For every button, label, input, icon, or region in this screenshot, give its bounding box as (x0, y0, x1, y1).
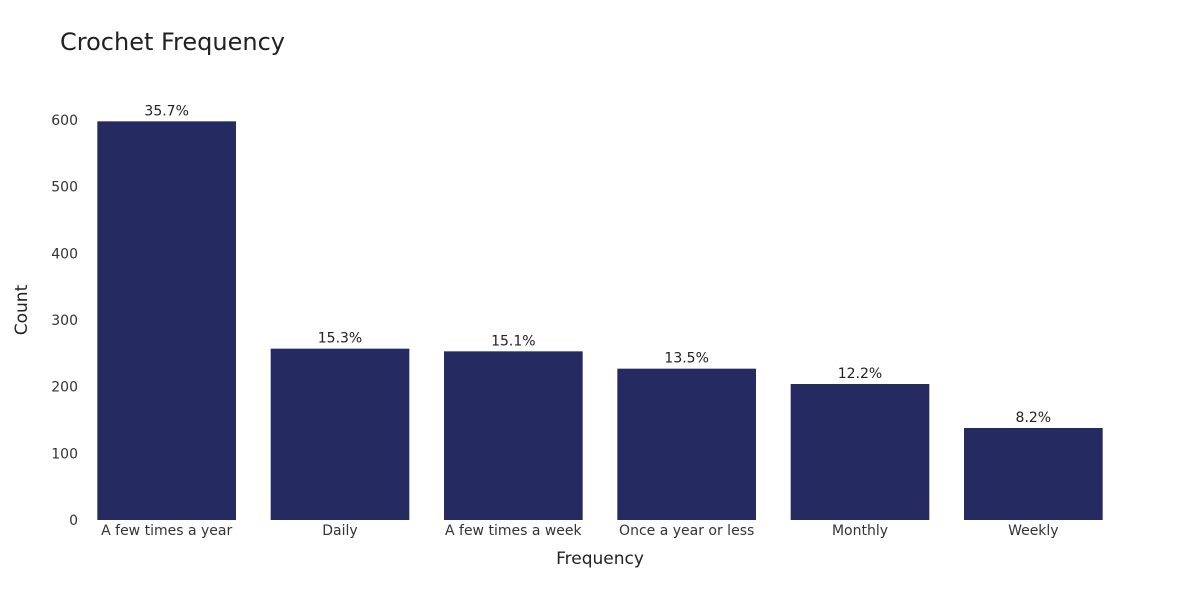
bar-value-label: 8.2% (1016, 410, 1052, 426)
x-axis-label: Frequency (556, 549, 644, 569)
bar-value-label: 15.1% (491, 333, 535, 349)
x-tick-label: Once a year or less (619, 523, 754, 539)
y-tick-label: 0 (69, 513, 78, 529)
y-tick-label: 400 (51, 246, 78, 262)
x-tick-label: Weekly (1008, 523, 1059, 539)
x-tick-label: Daily (322, 523, 357, 539)
y-axis: 0 100 200 300 400 500 600 (51, 113, 78, 529)
bar (270, 348, 410, 520)
y-tick-label: 100 (51, 446, 78, 462)
bar (790, 384, 930, 520)
y-tick-label: 300 (51, 313, 78, 329)
y-tick-label: 600 (51, 113, 78, 129)
y-tick-label: 200 (51, 380, 78, 396)
bar-value-label: 35.7% (144, 103, 188, 119)
chart-title: Crochet Frequency (60, 28, 285, 56)
bar (964, 428, 1103, 520)
x-axis: A few times a year Daily A few times a wee… (101, 523, 1058, 539)
y-tick-label: 500 (51, 180, 78, 196)
bar-value-label: 12.2% (838, 366, 882, 382)
y-axis-label: Count (12, 284, 32, 335)
bar (617, 368, 756, 520)
bars: 35.7% 15.3% 15.1% 13.5% 12.2% 8.2% (97, 103, 1103, 520)
x-tick-label: A few times a year (101, 523, 232, 539)
bar (444, 351, 583, 520)
bar-value-label: 13.5% (664, 351, 708, 367)
x-tick-label: Monthly (832, 523, 888, 539)
bar-value-label: 15.3% (318, 331, 362, 347)
x-tick-label: A few times a week (445, 523, 583, 539)
bar (97, 121, 236, 520)
